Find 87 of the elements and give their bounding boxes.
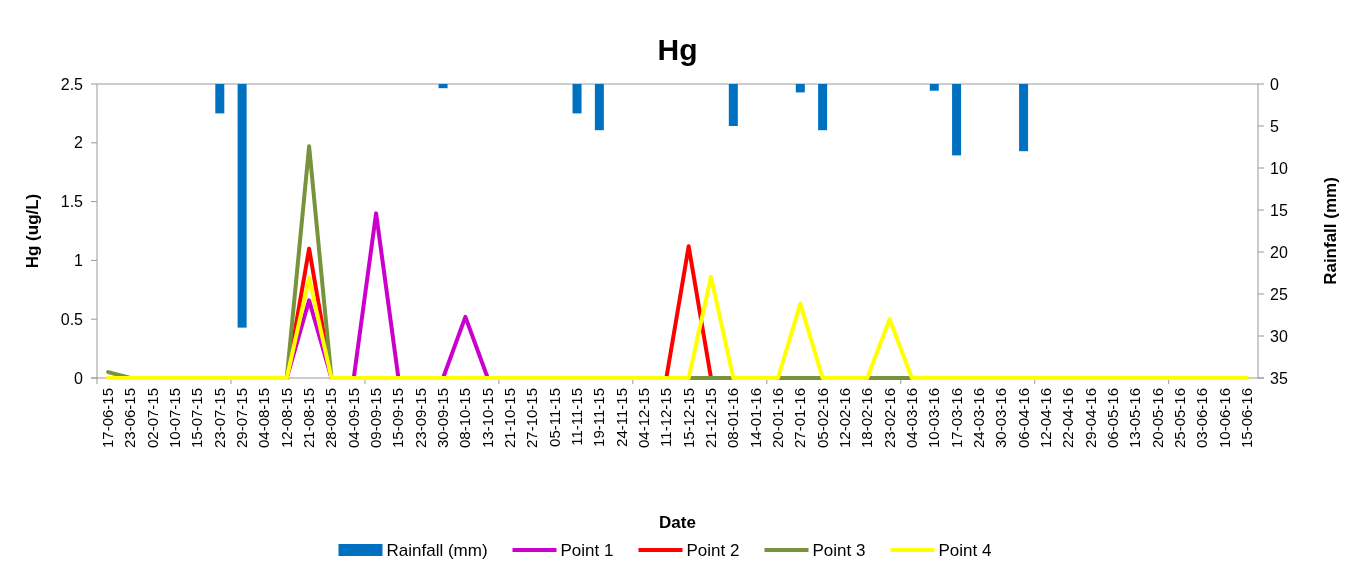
bar [215,84,225,114]
x-tick-label: 10-03-16 [925,388,943,449]
x-tick-label: 05-02-16 [813,388,831,449]
x-tick-label: 21-10-15 [501,388,519,449]
bar [237,84,247,328]
y2-tick-label: 20 [1270,243,1288,261]
x-tick-label: 10-07-15 [166,388,184,449]
x-tick-label: 28-08-15 [322,388,340,449]
x-tick-label: 15-12-15 [679,388,697,449]
x-tick-label: 12-04-16 [1036,388,1054,449]
x-tick-label: 27-10-15 [523,388,541,449]
x-tick-label: 14-01-16 [746,388,764,449]
legend-label: Point 2 [686,541,740,560]
x-tick-label: 13-05-16 [1126,388,1144,449]
legend-label: Point 3 [812,541,866,560]
x-tick-label: 24-11-15 [612,388,630,447]
x-tick-label: 04-12-15 [635,388,653,449]
bar [572,84,582,114]
bar [1019,84,1029,152]
x-tick-label: 11-12-15 [657,388,675,447]
y-tick-label: 0 [74,369,84,387]
y2-tick-label: 25 [1270,285,1288,303]
bar [594,84,604,131]
x-tick-label: 12-02-16 [835,388,853,449]
x-tick-label: 11-11-15 [568,388,586,446]
x-tick-label: 04-08-15 [255,388,273,449]
y2-tick-label: 30 [1270,327,1288,345]
x-tick-label: 23-07-15 [210,388,228,449]
x-tick-label: 30-09-15 [434,388,452,449]
x-tick-label: 23-09-15 [411,388,429,449]
bar [929,84,939,91]
x-tick-label: 19-11-15 [590,388,608,447]
legend-label: Rainfall (mm) [386,541,488,560]
y2-tick-label: 15 [1270,201,1288,219]
x-tick-label: 06-04-16 [1014,388,1032,449]
y2-tick-label: 5 [1270,117,1279,135]
x-tick-label: 13-10-15 [478,388,496,449]
x-tick-label: 23-02-16 [880,388,898,449]
x-tick-label: 24-03-16 [969,388,987,449]
x-tick-label: 30-03-16 [992,388,1010,449]
x-tick-label: 02-07-15 [143,388,161,449]
x-tick-label: 22-04-16 [1059,388,1077,449]
x-tick-label: 20-05-16 [1148,388,1166,449]
x-tick-label: 06-05-16 [1103,388,1121,449]
x-tick-label: 17-03-16 [947,388,965,449]
x-tick-label: 27-01-16 [791,388,809,449]
x-tick-label: 15-09-15 [389,388,407,449]
y-tick-label: 1 [74,252,84,269]
x-tick-label: 25-05-16 [1170,388,1188,449]
x-tick-label: 29-07-15 [233,388,251,449]
legend-label: Point 4 [938,541,992,560]
legend-label: Point 1 [560,541,614,560]
bar [952,84,962,156]
x-tick-label: 10-06-16 [1215,388,1233,449]
bar [728,84,738,126]
x-tick-label: 08-10-15 [456,388,474,449]
x-tick-label: 29-04-16 [1081,388,1099,449]
line-series [106,274,1249,380]
y-tick-label: 2 [74,134,84,152]
x-tick-label: 18-02-16 [858,388,876,449]
y-tick-label: 2.5 [60,75,84,93]
x-tick-label: 05-11-15 [545,388,563,447]
x-tick-label: 03-06-16 [1193,388,1211,449]
y2-axis-title: Rainfall (mm) [1321,177,1340,285]
bar [438,84,448,89]
x-tick-label: 09-09-15 [367,388,385,449]
y2-tick-label: 10 [1270,159,1288,177]
y-axis-title: Hg (ug/L) [23,193,42,269]
y2-tick-label: 0 [1270,75,1279,93]
y-tick-label: 0.5 [60,310,84,328]
x-tick-label: 20-01-16 [768,388,786,449]
x-tick-label: 23-06-15 [121,388,139,449]
x-tick-label: 04-03-16 [902,388,920,449]
y2-tick-label: 35 [1270,369,1288,387]
bar [795,84,805,93]
x-tick-label: 04-09-15 [344,388,362,449]
x-tick-label: 17-06-15 [99,388,117,449]
x-tick-label: 21-12-15 [701,388,719,449]
x-axis-title: Date [659,513,696,532]
x-tick-label: 21-08-15 [300,388,318,449]
x-tick-label: 15-06-16 [1237,388,1255,449]
bar [818,84,828,131]
x-tick-label: 08-01-16 [724,388,742,449]
chart-title: Hg [657,33,698,66]
x-tick-label: 12-08-15 [277,388,295,449]
y-tick-label: 1.5 [60,193,84,211]
x-tick-label: 15-07-15 [188,388,206,449]
